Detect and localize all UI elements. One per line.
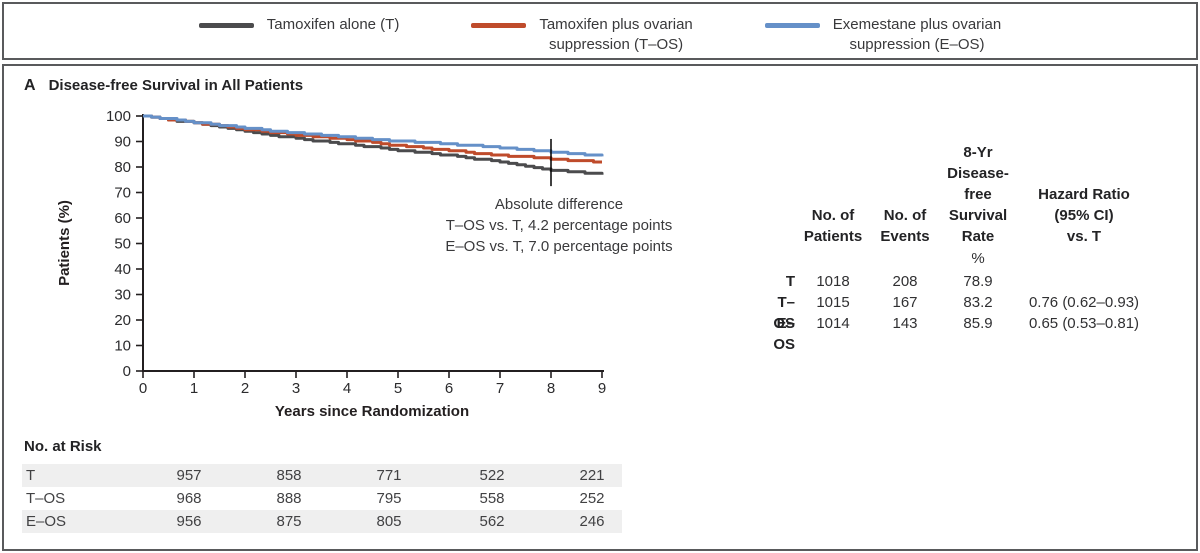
- legend-label: Tamoxifen alone (T): [266, 16, 400, 33]
- line-swatch-e-os: [764, 23, 820, 28]
- x-tick-label: 0: [139, 380, 147, 397]
- summary-patients-value: 1018: [816, 273, 850, 290]
- x-tick-label: 7: [496, 380, 504, 397]
- at-risk-row-label: T: [26, 467, 36, 484]
- y-tick-label: 30: [114, 287, 131, 304]
- summary-events-value: 208: [892, 273, 918, 290]
- at-risk-row-label: E–OS: [26, 513, 67, 530]
- line-swatch-t-os: [471, 23, 527, 28]
- at-risk-value: 805: [376, 513, 402, 530]
- summary-patients-value: 1015: [816, 294, 850, 311]
- x-axis-label: Years since Randomization: [275, 403, 469, 420]
- at-risk-value: 562: [479, 513, 505, 530]
- summary-header-rate: 8-Yr Disease- free Survival Rate: [947, 144, 1009, 245]
- x-tick-label: 8: [547, 380, 555, 397]
- y-tick-label: 90: [114, 134, 131, 151]
- km-curve-E–OS: [143, 114, 604, 157]
- summary-hazard-ratio-value: [1017, 271, 1151, 292]
- summary-events-value: 143: [892, 315, 918, 332]
- at-risk-row-label: T–OS: [26, 490, 66, 507]
- y-tick-label: 60: [114, 210, 131, 227]
- panel-title: A Disease-free Survival in All Patients: [24, 77, 303, 95]
- panel-title-text: Disease-free Survival in All Patients: [48, 77, 304, 94]
- kaplan-meier-chart: 0 10 20 30 40 50 60 70 80 90 100 0 1 2 3 4 5 6 7 8 9 Patients…: [56, 108, 606, 420]
- at-risk-value: 221: [579, 467, 605, 484]
- summary-events-value: 167: [892, 294, 918, 311]
- summary-patients-value: 1014: [816, 315, 850, 332]
- summary-table: No. of Patients No. of Events 8-Yr Disea…: [759, 142, 1151, 353]
- at-risk-value: 888: [276, 490, 302, 507]
- at-risk-value: 522: [479, 467, 505, 484]
- x-tick-label: 5: [394, 380, 402, 397]
- y-axis-label: Patients (%): [56, 200, 73, 286]
- x-tick-label: 6: [445, 380, 453, 397]
- summary-rate-value: 83.2: [963, 294, 993, 311]
- panel-letter: A: [24, 77, 36, 94]
- panel-a: A Disease-free Survival in All Patients 0…: [2, 64, 1198, 551]
- absolute-difference-annotation: Absolute difference T–OS vs. T, 4.2 perc…: [404, 194, 714, 257]
- summary-hazard-ratio-value: 0.76 (0.62–0.93): [1028, 294, 1140, 311]
- x-tick-label: 1: [190, 380, 198, 397]
- at-risk-value: 558: [479, 490, 505, 507]
- at-risk-value: 956: [176, 513, 202, 530]
- summary-header-events: No. of Events: [880, 207, 930, 245]
- at-risk-row-t: T 957 858 771 522 221: [22, 464, 622, 487]
- y-tick-label: 0: [123, 363, 131, 380]
- figure-legend-box: Tamoxifen alone (T) Tamoxifen plus ovari…: [2, 2, 1198, 60]
- at-risk-value: 771: [376, 467, 402, 484]
- summary-row-label: T: [785, 273, 795, 290]
- y-tick-label: 10: [114, 338, 131, 355]
- annotation-line: T–OS vs. T, 4.2 percentage points: [445, 217, 673, 234]
- y-tick-label: 50: [114, 236, 131, 253]
- summary-rate-value: 85.9: [963, 315, 993, 332]
- y-tick-label: 70: [114, 185, 131, 202]
- summary-row-label: T–OS: [773, 294, 795, 332]
- legend-item-tamoxifen-alone: Tamoxifen alone (T): [198, 15, 400, 58]
- y-tick-label: 100: [106, 108, 131, 125]
- at-risk-value: 858: [276, 467, 302, 484]
- y-tick-label: 80: [114, 159, 131, 176]
- summary-row-label: E–OS: [773, 315, 795, 353]
- x-tick-label: 9: [598, 380, 606, 397]
- at-risk-value: 875: [276, 513, 302, 530]
- summary-rate-value: 78.9: [963, 273, 993, 290]
- x-tick-label: 2: [241, 380, 249, 397]
- at-risk-value: 957: [176, 467, 202, 484]
- no-at-risk-table: T 957 858 771 522 221 T–OS 968 888 795 5…: [22, 464, 622, 533]
- legend-item-tamoxifen-os: Tamoxifen plus ovarian suppression (T–OS…: [471, 15, 693, 58]
- x-tick-label: 4: [343, 380, 351, 397]
- legend-item-exemestane-os: Exemestane plus ovarian suppression (E–O…: [764, 15, 1002, 58]
- summary-hazard-ratio-value: 0.65 (0.53–0.81): [1028, 315, 1140, 332]
- annotation-line: Absolute difference: [494, 196, 624, 213]
- legend-label: Exemestane plus ovarian suppression (E–O…: [832, 16, 1002, 53]
- at-risk-value: 795: [376, 490, 402, 507]
- annotation-line: E–OS vs. T, 7.0 percentage points: [445, 238, 673, 255]
- at-risk-row-t-os: T–OS 968 888 795 558 252: [22, 487, 622, 510]
- y-tick-label: 20: [114, 312, 131, 329]
- legend-label: Tamoxifen plus ovarian suppression (T–OS…: [539, 16, 693, 53]
- y-tick-label: 40: [114, 261, 131, 278]
- at-risk-value: 968: [176, 490, 202, 507]
- at-risk-value: 246: [579, 513, 605, 530]
- summary-header-patients: No. of Patients: [803, 207, 863, 245]
- at-risk-value: 252: [579, 490, 605, 507]
- at-risk-row-e-os: E–OS 956 875 805 562 246: [22, 510, 622, 533]
- rate-unit-label: %: [971, 250, 985, 267]
- summary-header-hazard-ratio: Hazard Ratio (95% CI) vs. T: [1038, 186, 1130, 245]
- x-tick-label: 3: [292, 380, 300, 397]
- no-at-risk-title: No. at Risk: [24, 438, 102, 455]
- line-swatch-t: [198, 23, 254, 28]
